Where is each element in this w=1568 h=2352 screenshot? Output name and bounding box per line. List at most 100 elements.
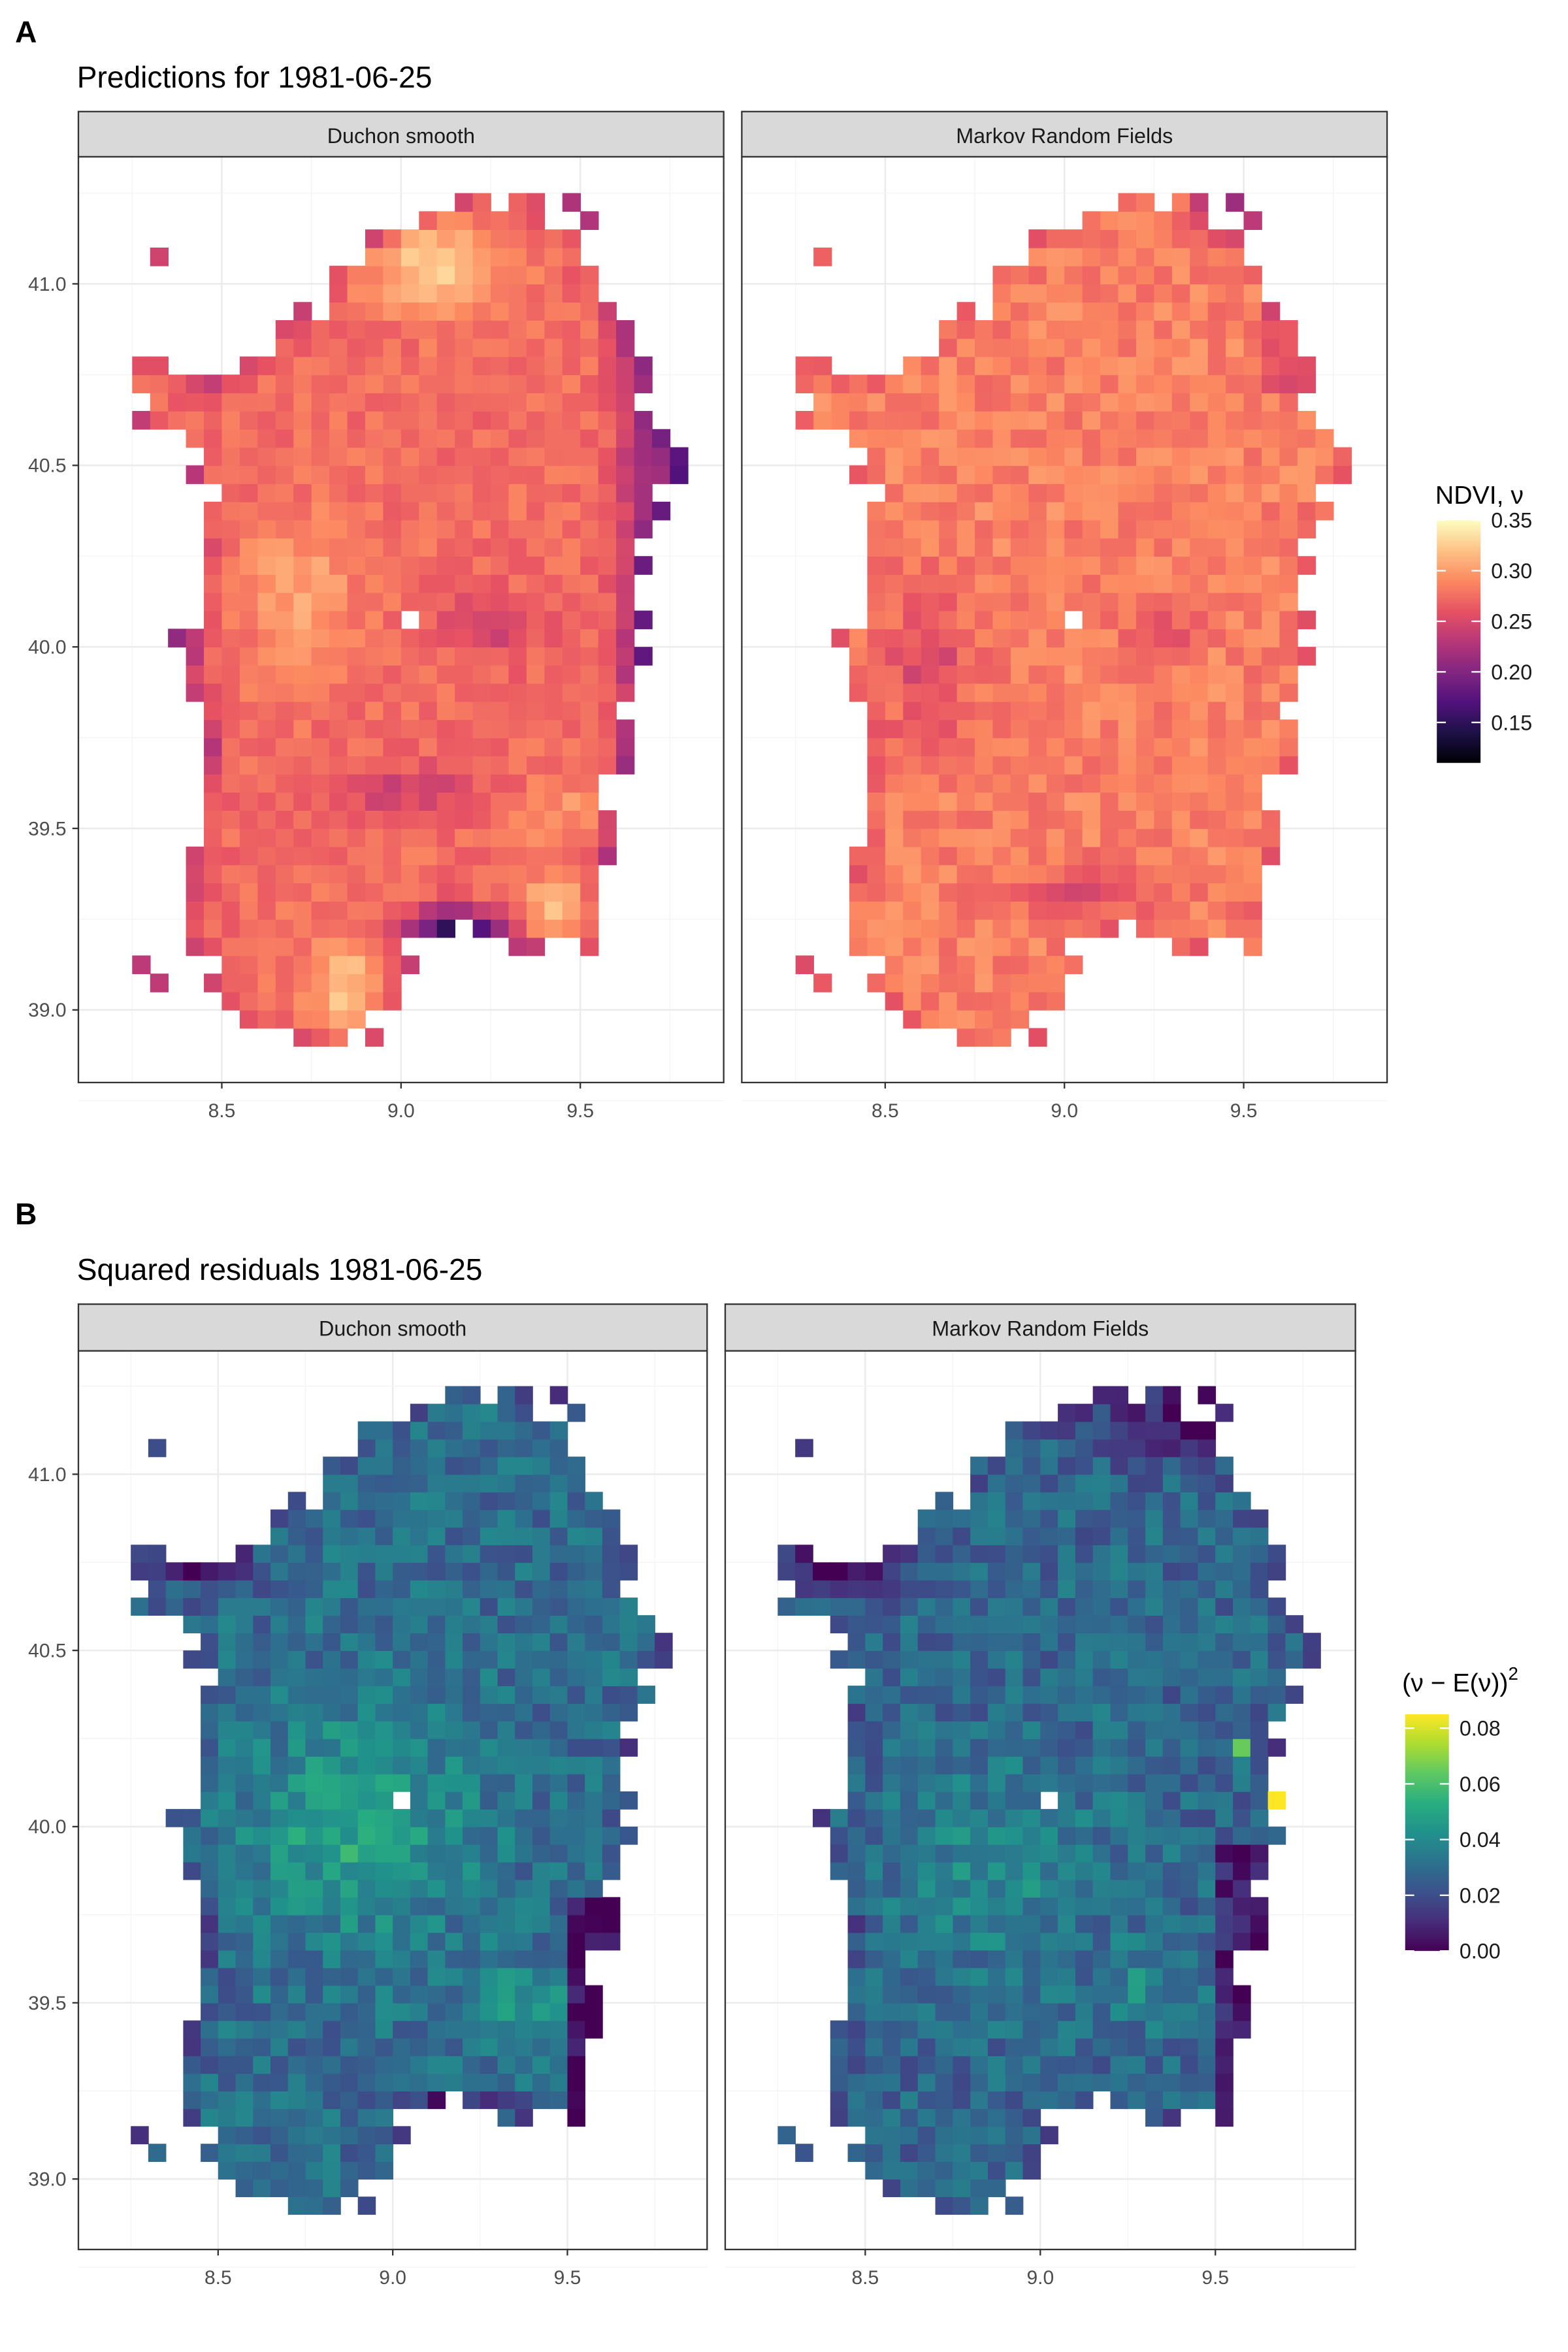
heatmap-cell xyxy=(956,1009,975,1029)
heatmap-cell xyxy=(491,846,510,866)
heatmap-cell xyxy=(939,538,958,557)
heatmap-cell xyxy=(305,1791,324,1810)
heatmap-cell xyxy=(287,1914,306,1933)
heatmap-cell xyxy=(270,1897,289,1916)
heatmap-cell xyxy=(956,1028,975,1047)
heatmap-cell xyxy=(235,1756,254,1774)
heatmap-cell xyxy=(323,1509,341,1528)
heatmap-cell xyxy=(1190,629,1209,647)
heatmap-cell xyxy=(1154,211,1173,230)
heatmap-cell xyxy=(221,810,240,829)
heatmap-cell xyxy=(1154,864,1173,884)
heatmap-cell xyxy=(218,1826,237,1845)
heatmap-cell xyxy=(1262,574,1281,593)
heatmap-cell xyxy=(1243,284,1262,303)
heatmap-cell xyxy=(1198,1914,1217,1933)
heatmap-cell xyxy=(1046,973,1066,992)
heatmap-cell xyxy=(270,1879,289,1898)
heatmap-cell xyxy=(393,1861,411,1880)
heatmap-cell xyxy=(580,447,599,466)
heatmap-cell xyxy=(357,1773,376,1792)
heatmap-cell xyxy=(221,919,240,938)
heatmap-cell xyxy=(311,701,330,721)
heatmap-cell xyxy=(580,320,599,339)
heatmap-cell xyxy=(375,2020,393,2039)
heatmap-cell xyxy=(992,447,1011,466)
heatmap-cell xyxy=(1198,2073,1217,2092)
heatmap-cell xyxy=(393,1509,411,1528)
heatmap-cell xyxy=(885,846,904,866)
heatmap-cell xyxy=(436,664,455,684)
heatmap-cell xyxy=(455,483,474,502)
heatmap-cell xyxy=(257,738,276,757)
heatmap-cell xyxy=(935,1686,954,1704)
heatmap-cell xyxy=(598,338,617,357)
heatmap-cell xyxy=(221,973,240,992)
heatmap-cell xyxy=(953,1562,971,1581)
heatmap-cell xyxy=(1279,393,1298,412)
heatmap-cell xyxy=(287,1985,306,2004)
heatmap-cell xyxy=(921,410,939,430)
heatmap-cell xyxy=(1135,647,1155,666)
heatmap-cell xyxy=(1198,2091,1217,2110)
heatmap-cell xyxy=(1118,193,1137,212)
heatmap-cell xyxy=(1180,1703,1199,1722)
heatmap-cell xyxy=(1243,338,1262,357)
heatmap-cell xyxy=(865,2161,883,2180)
heatmap-cell xyxy=(883,1879,901,1898)
heatmap-cell xyxy=(218,1950,237,1968)
heatmap-cell xyxy=(235,1739,254,1757)
heatmap-cell xyxy=(239,483,259,502)
heatmap-cell xyxy=(917,1861,936,1880)
heatmap-cell xyxy=(616,719,635,738)
heatmap-cell xyxy=(1233,1985,1251,2004)
heatmap-cell xyxy=(287,1703,306,1722)
heatmap-cell xyxy=(253,2126,271,2145)
heatmap-cell xyxy=(375,1950,393,1968)
heatmap-cell xyxy=(1215,1897,1233,1916)
heatmap-cell xyxy=(515,2073,533,2092)
heatmap-cell xyxy=(235,2038,254,2057)
heatmap-cell xyxy=(883,1985,901,2004)
heatmap-cell xyxy=(1005,1739,1024,1757)
heatmap-cell xyxy=(275,647,295,666)
heatmap-cell xyxy=(305,1739,324,1757)
heatmap-cell xyxy=(900,1580,919,1599)
heatmap-cell xyxy=(305,1597,324,1616)
heatmap-cell xyxy=(1279,465,1298,484)
heatmap-cell xyxy=(393,1826,411,1845)
heatmap-cell xyxy=(1075,1650,1094,1669)
heatmap-cell xyxy=(567,1861,585,1880)
heatmap-cell xyxy=(329,955,348,975)
heatmap-cell xyxy=(1058,1950,1076,1968)
heatmap-cell xyxy=(323,1492,341,1511)
heatmap-cell xyxy=(956,792,975,811)
heatmap-cell xyxy=(1046,284,1066,303)
heatmap-cell xyxy=(903,410,922,430)
heatmap-cell xyxy=(1128,1403,1146,1422)
heatmap-cell xyxy=(1333,447,1352,466)
heatmap-cell xyxy=(1005,1756,1024,1774)
heatmap-cell xyxy=(455,320,474,339)
heatmap-cell xyxy=(311,356,330,376)
heatmap-cell xyxy=(1180,1791,1199,1810)
heatmap-cell xyxy=(1135,465,1155,484)
heatmap-cell xyxy=(480,2055,498,2074)
heatmap-cell xyxy=(1207,664,1226,684)
heatmap-cell xyxy=(1028,883,1047,902)
heatmap-cell xyxy=(329,810,348,829)
heatmap-cell xyxy=(1110,1985,1129,2004)
heatmap-cell xyxy=(436,465,455,484)
heatmap-cell xyxy=(1082,755,1101,775)
heatmap-cell xyxy=(1100,647,1119,666)
heatmap-cell xyxy=(235,2108,254,2127)
heatmap-cell xyxy=(526,774,546,793)
heatmap-cell xyxy=(1058,1439,1076,1458)
heatmap-cell xyxy=(463,1597,481,1616)
heatmap-cell xyxy=(970,1932,988,1951)
heatmap-cell xyxy=(1297,501,1316,521)
heatmap-cell xyxy=(375,2073,393,2092)
heatmap-cell xyxy=(455,229,474,248)
heatmap-cell xyxy=(1154,610,1173,630)
